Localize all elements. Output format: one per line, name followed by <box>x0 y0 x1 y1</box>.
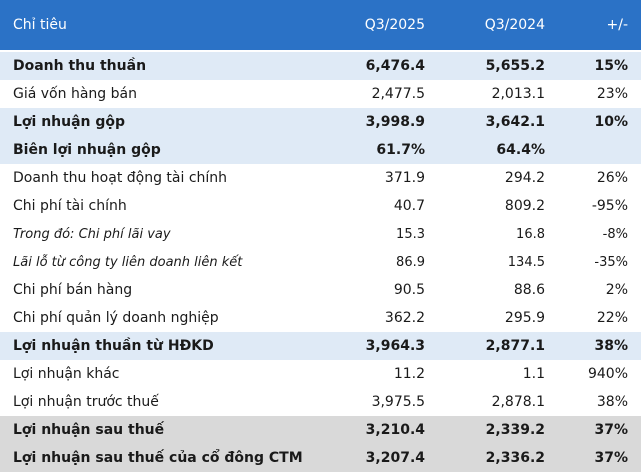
table-cell: 10% <box>594 114 628 130</box>
table-cell: 16.8 <box>516 226 545 242</box>
table-cell: 61.7% <box>376 142 425 158</box>
table-cell: Lợi nhuận thuần từ HĐKD <box>13 338 214 354</box>
table-cell: -35% <box>594 254 628 270</box>
table-row: Chi phí bán hàng 90.5 88.6 2% <box>0 276 641 304</box>
table-cell: 294.2 <box>504 170 545 186</box>
header-row: Chỉ tiêu Q3/2025 Q3/2024 +/- <box>0 0 641 52</box>
table-cell: Doanh thu hoạt động tài chính <box>13 170 228 186</box>
table-cell: 295.9 <box>504 310 545 326</box>
table-cell: 37% <box>594 422 628 438</box>
table-cell: -8% <box>602 226 628 242</box>
table-cell: Trong đó: Chi phí lãi vay <box>13 226 171 242</box>
table-cell: Lợi nhuận sau thuế <box>13 422 165 438</box>
table-row: Lợi nhuận sau thuế của cổ đông CTM 3,207.… <box>0 444 641 472</box>
table-cell: 26% <box>596 170 628 186</box>
table-cell: 3,642.1 <box>485 114 545 130</box>
table-cell: Giá vốn hàng bán <box>13 86 137 102</box>
table-cell: Lợi nhuận trước thuế <box>13 394 159 410</box>
table-cell: 37% <box>594 450 628 466</box>
header-cell: Q3/2024 <box>484 17 545 33</box>
table-row: Chi phí tài chính 40.7 809.2 -95% <box>0 192 641 220</box>
table-row: Lợi nhuận thuần từ HĐKD 3,964.3 2,877.1 38% <box>0 332 641 360</box>
table-cell: 3,207.4 <box>365 450 425 466</box>
table-row: Trong đó: Chi phí lãi vay 15.3 16.8 -8% <box>0 220 641 248</box>
table-cell: 38% <box>594 338 628 354</box>
table-row: Lợi nhuận gộp 3,998.9 3,642.1 10% <box>0 108 641 136</box>
table-cell: Lợi nhuận gộp <box>13 114 126 130</box>
table-cell: 90.5 <box>393 282 425 298</box>
table-cell: 15.3 <box>396 226 425 242</box>
table-row: Lợi nhuận khác 11.2 1.1 940% <box>0 360 641 388</box>
table-cell: 40.7 <box>393 198 425 214</box>
header-cell: +/- <box>606 17 629 33</box>
table-cell: 809.2 <box>504 198 545 214</box>
table-cell: 11.2 <box>393 366 425 382</box>
table-row: Doanh thu hoạt động tài chính 371.9 294.2 2… <box>0 164 641 192</box>
table-cell: 1.1 <box>522 366 545 382</box>
table-cell: 2,878.1 <box>491 394 545 410</box>
table-cell: 2,477.5 <box>371 86 425 102</box>
table-row: Biên lợi nhuận gộp 61.7% 64.4% <box>0 136 641 164</box>
table-cell: -95% <box>591 198 628 214</box>
table-cell: 3,975.5 <box>371 394 425 410</box>
table-cell: 15% <box>594 58 628 74</box>
table-row: Doanh thu thuần 6,476.4 5,655.2 15% <box>0 52 641 80</box>
table-cell: Lãi lỗ từ công ty liên doanh liên kết <box>13 254 243 270</box>
table-row: Lãi lỗ từ công ty liên doanh liên kết 86.… <box>0 248 641 276</box>
table-cell: 2,336.2 <box>485 450 545 466</box>
table-cell: 2,339.2 <box>485 422 545 438</box>
table-cell: 2,013.1 <box>491 86 545 102</box>
table-cell: 38% <box>596 394 628 410</box>
header-cell: Q3/2025 <box>364 17 425 33</box>
table-row: Lợi nhuận sau thuế 3,210.4 2,339.2 37% <box>0 416 641 444</box>
table-cell: 6,476.4 <box>365 58 425 74</box>
table-cell: 22% <box>596 310 628 326</box>
table-cell: Chi phí quản lý doanh nghiệp <box>13 310 219 326</box>
table-cell: 2% <box>605 282 628 298</box>
table-cell: 371.9 <box>384 170 425 186</box>
table-cell: 23% <box>596 86 628 102</box>
table-cell: 2,877.1 <box>485 338 545 354</box>
table-cell: 64.4% <box>496 142 545 158</box>
table-cell: 86.9 <box>396 254 425 270</box>
table-cell: 3,964.3 <box>365 338 425 354</box>
header-cell: Chỉ tiêu <box>13 17 67 33</box>
table-cell: Doanh thu thuần <box>13 58 147 74</box>
table-cell: 134.5 <box>507 254 545 270</box>
table-cell: Chi phí tài chính <box>13 198 127 214</box>
table-row: Chi phí quản lý doanh nghiệp 362.2 295.9 22… <box>0 304 641 332</box>
table-cell: Biên lợi nhuận gộp <box>13 142 161 158</box>
table-cell: Chi phí bán hàng <box>13 282 133 298</box>
table-cell: 3,998.9 <box>365 114 425 130</box>
table-row: Lợi nhuận trước thuế 3,975.5 2,878.1 38% <box>0 388 641 416</box>
table-cell: 3,210.4 <box>365 422 425 438</box>
table-cell: 5,655.2 <box>485 58 545 74</box>
table-cell: 88.6 <box>513 282 545 298</box>
table-cell: Lợi nhuận sau thuế của cổ đông CTM <box>13 450 303 466</box>
table-cell: Lợi nhuận khác <box>13 366 120 382</box>
table-cell: 362.2 <box>384 310 425 326</box>
table-cell: 940% <box>587 366 628 382</box>
table-row: Giá vốn hàng bán 2,477.5 2,013.1 23% <box>0 80 641 108</box>
